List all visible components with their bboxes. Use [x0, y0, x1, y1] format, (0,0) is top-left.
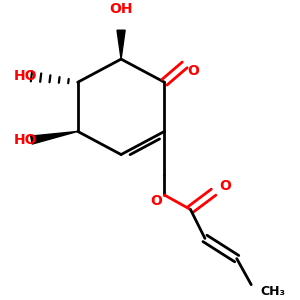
Text: CH₃: CH₃ — [260, 285, 285, 298]
Text: O: O — [150, 194, 162, 208]
Polygon shape — [31, 131, 78, 144]
Text: O: O — [219, 179, 231, 194]
Text: OH: OH — [109, 2, 133, 16]
Text: O: O — [188, 64, 200, 78]
Text: HO: HO — [14, 70, 38, 83]
Polygon shape — [117, 30, 125, 59]
Text: HO: HO — [14, 133, 38, 147]
